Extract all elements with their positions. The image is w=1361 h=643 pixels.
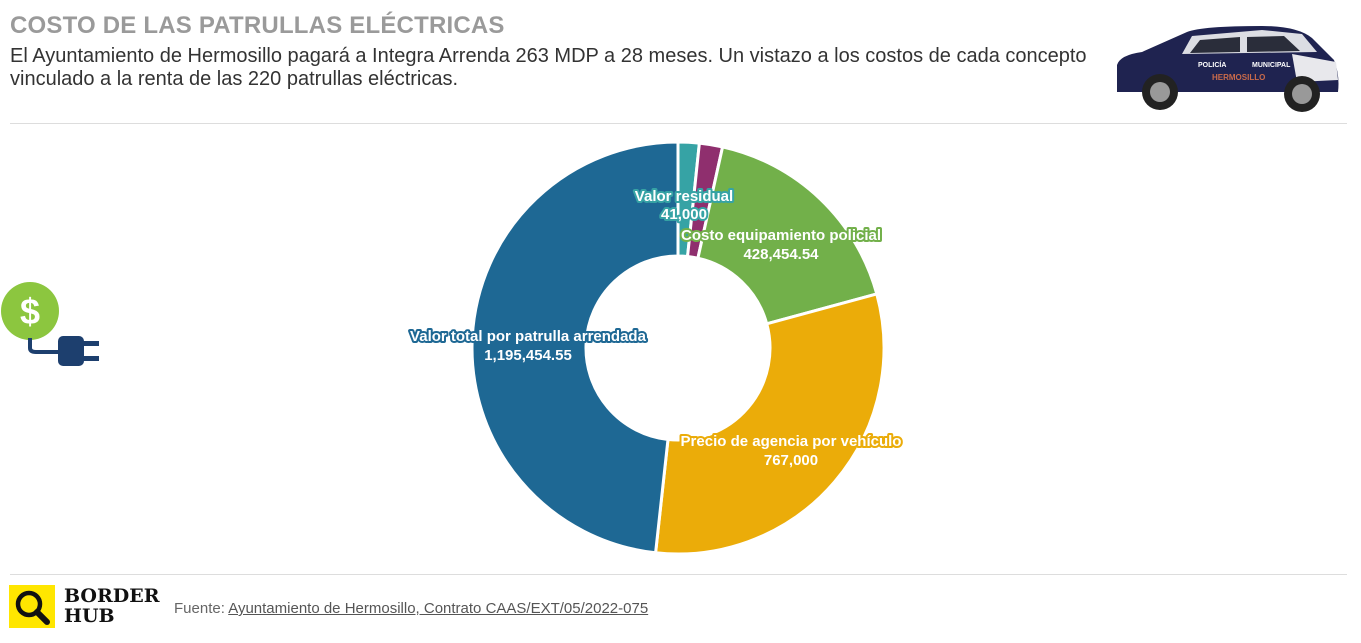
donut-slice-2 — [696, 145, 879, 326]
label-costo-equipamiento: Costo equipamiento policial — [681, 227, 881, 244]
value-costo-equipamiento: 428,454.54 — [743, 246, 819, 263]
borderhub-logo-icon — [9, 585, 55, 628]
value-valor-total: 1,195,454.55 — [484, 347, 572, 364]
chart-title: COSTO DE LAS PATRULLAS ELÉCTRICAS — [10, 12, 505, 39]
brand-name: BORDER HUB — [64, 585, 160, 627]
label-precio-agencia: Precio de agencia por vehículo — [681, 433, 902, 450]
car-text-hermosillo: HERMOSILLO — [1212, 73, 1265, 82]
label-valor-residual: Valor residual — [635, 188, 733, 205]
police-car-image: POLICÍA MUNICIPAL HERMOSILLO — [1117, 26, 1339, 112]
value-valor-residual: 41,000 — [661, 206, 707, 223]
label-valor-total: Valor total por patrulla arrendada — [410, 328, 647, 345]
value-precio-agencia: 767,000 — [764, 452, 818, 469]
donut-slice-3 — [654, 292, 886, 556]
divider-top — [10, 123, 1347, 124]
car-text-municipal: MUNICIPAL — [1252, 62, 1291, 69]
divider-bottom — [10, 574, 1347, 575]
source-link[interactable]: Ayuntamiento de Hermosillo, Contrato CAA… — [228, 600, 649, 617]
car-text-policia: POLICÍA — [1198, 60, 1226, 69]
donut-slice-4 — [470, 140, 680, 555]
chart-subtitle: El Ayuntamiento de Hermosillo pagará a I… — [10, 45, 1087, 90]
source-note: Fuente: Ayuntamiento de Hermosillo, Cont… — [174, 600, 649, 617]
donut-chart: Valor residual 41,000 Costo equipamiento… — [408, 140, 903, 556]
svg-text:$: $ — [20, 291, 40, 332]
dollar-plug-icon: $ — [1, 282, 99, 366]
